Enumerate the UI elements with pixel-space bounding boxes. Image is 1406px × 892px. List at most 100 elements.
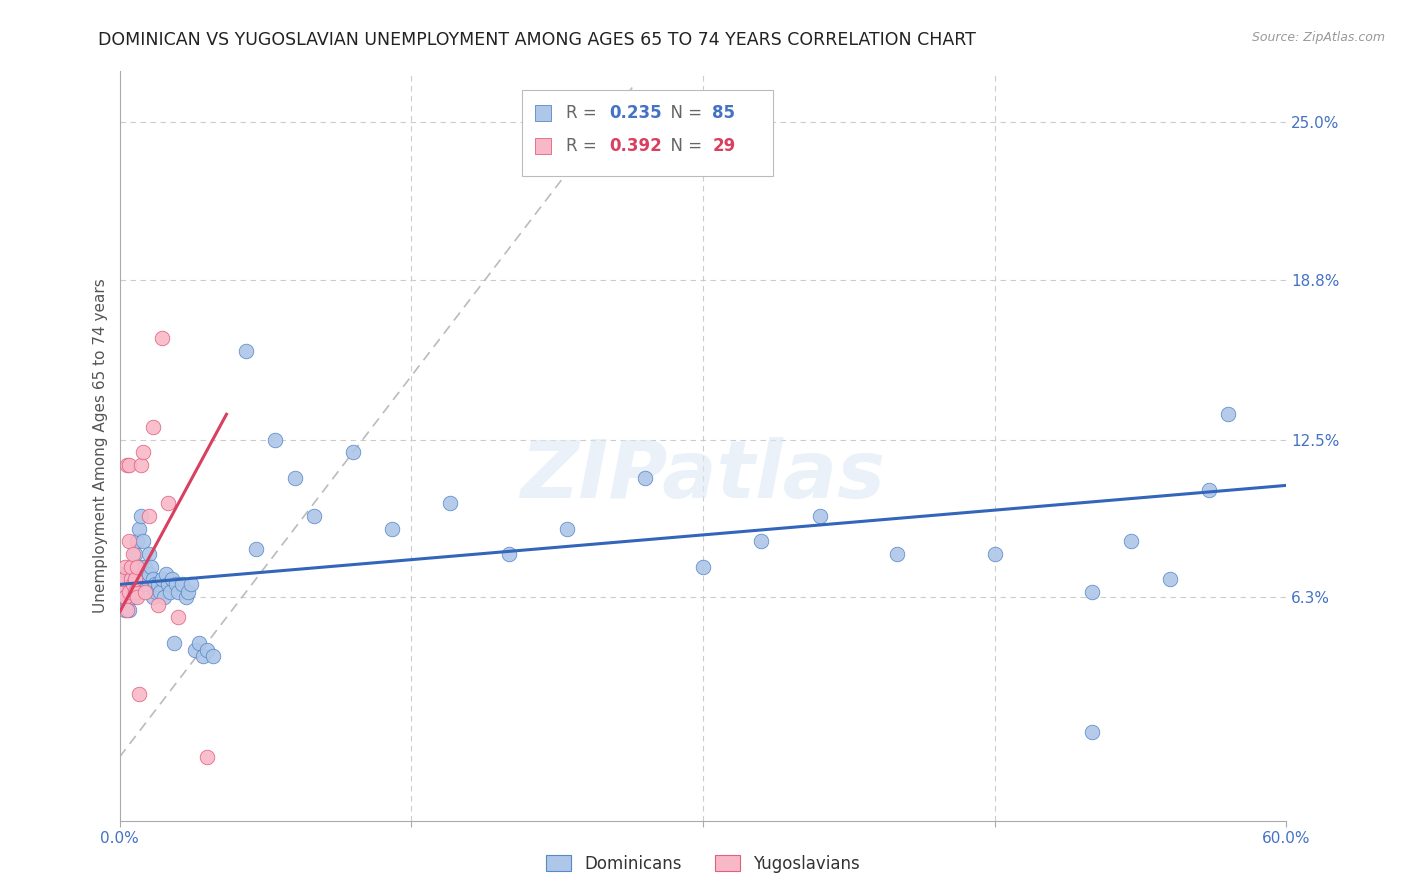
Point (134, 559, 156, 574)
Point (110, 577, 132, 591)
Point (112, 585, 135, 599)
Point (302, 508, 325, 523)
FancyBboxPatch shape (522, 90, 773, 177)
Point (118, 590, 141, 604)
Point (124, 547, 146, 561)
Point (135, 572, 157, 586)
Point (118, 458, 141, 472)
Point (142, 420, 165, 434)
Point (129, 559, 152, 574)
Text: 0.235: 0.235 (610, 103, 662, 121)
Point (112, 567, 135, 582)
Point (117, 567, 139, 582)
Point (110, 577, 132, 591)
Point (149, 585, 172, 599)
Point (148, 598, 170, 612)
Text: R =: R = (567, 137, 602, 155)
Point (117, 577, 139, 591)
Point (134, 585, 156, 599)
Point (122, 547, 145, 561)
Point (245, 541, 267, 556)
Point (155, 567, 177, 582)
Point (381, 522, 404, 536)
Point (886, 547, 908, 561)
Point (157, 577, 180, 591)
Point (132, 567, 155, 582)
Point (1198, 483, 1220, 498)
Point (124, 567, 146, 582)
Point (188, 636, 211, 650)
Point (191, 648, 214, 663)
Text: 85: 85 (713, 103, 735, 121)
Point (751, 534, 773, 549)
Point (160, 572, 183, 586)
Point (112, 572, 135, 586)
Point (150, 572, 173, 586)
Point (122, 559, 145, 574)
Point (148, 577, 170, 591)
Point (114, 603, 136, 617)
Point (284, 471, 307, 485)
Point (143, 577, 166, 591)
Point (145, 585, 167, 599)
Point (125, 577, 148, 591)
Text: ZIPatlas: ZIPatlas (520, 437, 886, 515)
Point (132, 445, 155, 459)
Point (342, 445, 364, 459)
Point (118, 577, 141, 591)
Point (1159, 572, 1181, 586)
Point (117, 603, 139, 617)
Point (170, 577, 193, 591)
Point (124, 559, 146, 574)
Text: N =: N = (659, 137, 707, 155)
Point (124, 585, 146, 599)
Point (1081, 585, 1104, 599)
Point (235, 343, 257, 358)
Point (114, 559, 136, 574)
Point (132, 534, 155, 549)
Point (120, 567, 142, 582)
Point (129, 458, 152, 472)
Point (122, 577, 145, 591)
Point (165, 577, 187, 591)
Text: Source: ZipAtlas.com: Source: ZipAtlas.com (1251, 31, 1385, 45)
Point (166, 585, 188, 599)
Point (125, 567, 148, 582)
Point (117, 585, 139, 599)
Point (120, 585, 142, 599)
Text: 29: 29 (713, 137, 735, 155)
Point (138, 547, 160, 561)
Point (118, 534, 141, 549)
Point (120, 572, 142, 586)
Point (129, 508, 152, 523)
Point (1081, 724, 1104, 739)
Point (118, 572, 141, 586)
Text: 0.392: 0.392 (610, 137, 662, 155)
Point (159, 585, 181, 599)
Point (128, 559, 150, 574)
Point (692, 559, 714, 574)
Point (139, 559, 162, 574)
Point (112, 585, 135, 599)
Point (1216, 407, 1240, 421)
Point (114, 590, 136, 604)
Point (163, 636, 186, 650)
Point (984, 547, 1007, 561)
Point (125, 585, 148, 599)
Point (125, 559, 148, 574)
Point (1119, 534, 1142, 549)
Point (184, 643, 207, 657)
Text: R =: R = (567, 103, 602, 121)
Point (166, 610, 188, 624)
Point (157, 496, 180, 510)
Y-axis label: Unemployment Among Ages 65 to 74 years: Unemployment Among Ages 65 to 74 years (93, 278, 108, 614)
Point (195, 750, 218, 764)
Point (180, 577, 202, 591)
Point (201, 648, 224, 663)
Point (498, 547, 520, 561)
Point (808, 508, 831, 523)
Point (122, 577, 145, 591)
Point (117, 458, 139, 472)
Point (634, 471, 657, 485)
Point (128, 522, 150, 536)
